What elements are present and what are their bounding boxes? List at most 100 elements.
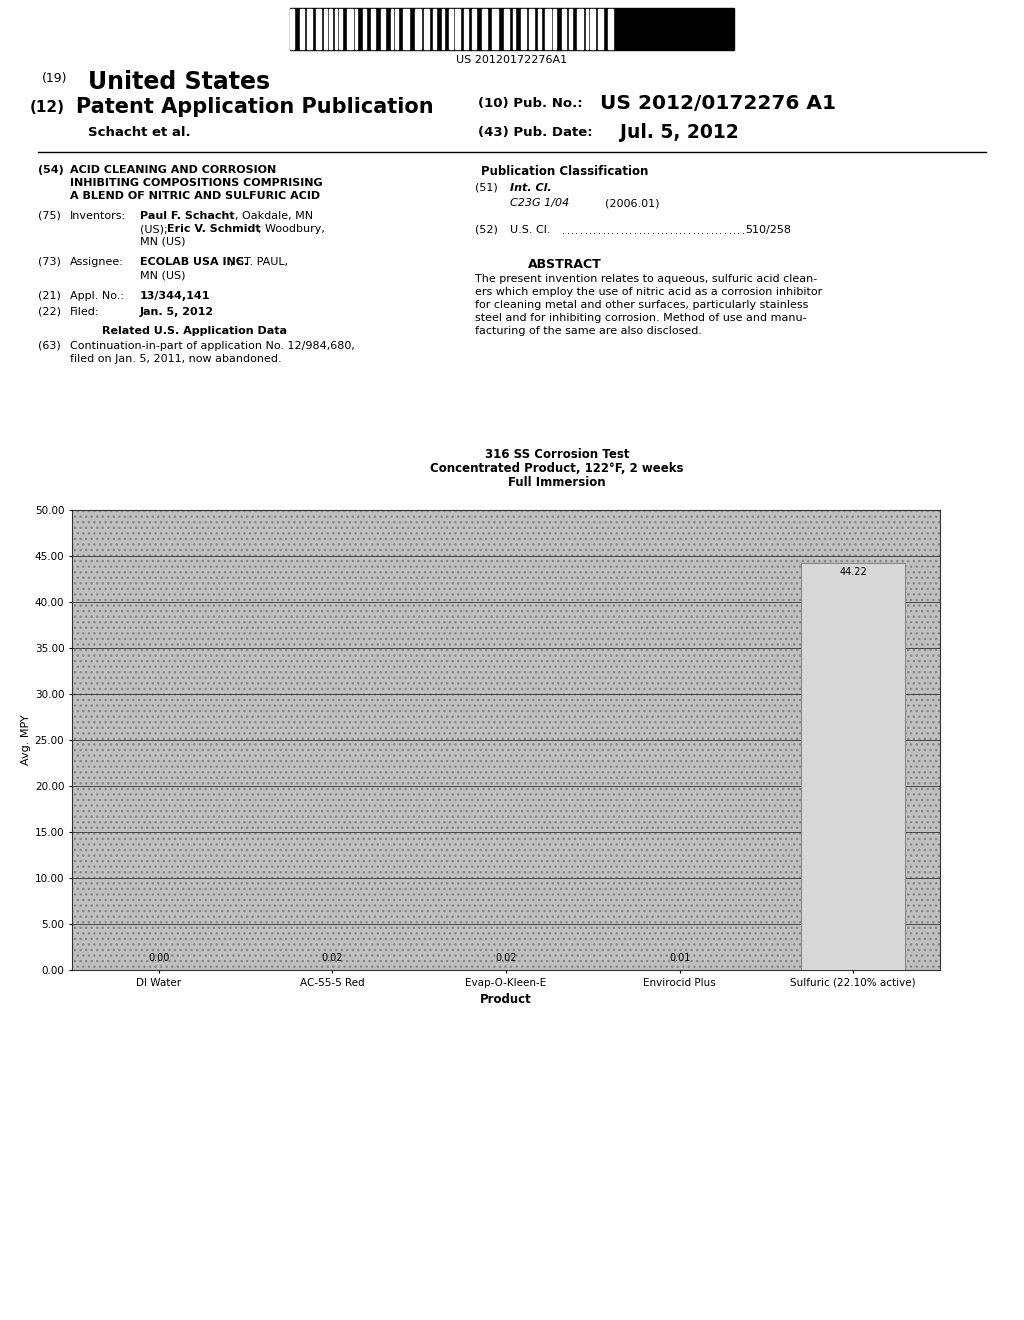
X-axis label: Product: Product — [480, 993, 531, 1006]
Text: ECOLAB USA INC.: ECOLAB USA INC. — [140, 257, 248, 267]
Text: 0.00: 0.00 — [148, 953, 170, 962]
Text: .: . — [742, 226, 745, 236]
Bar — [371, 9, 375, 49]
Text: .: . — [580, 226, 583, 236]
Text: (73): (73) — [38, 257, 60, 267]
Text: .: . — [666, 226, 669, 236]
Text: C23G 1/04: C23G 1/04 — [510, 198, 569, 209]
Bar — [455, 9, 460, 49]
Text: .: . — [733, 226, 736, 236]
Text: .: . — [639, 226, 641, 236]
Text: .: . — [656, 226, 659, 236]
Bar — [391, 9, 393, 49]
Text: .: . — [675, 226, 678, 236]
Text: .: . — [616, 226, 618, 236]
Text: (51): (51) — [475, 183, 498, 193]
Text: .: . — [662, 226, 664, 236]
Text: US 2012/0172276 A1: US 2012/0172276 A1 — [600, 94, 836, 114]
Text: .: . — [643, 226, 646, 236]
Bar — [381, 9, 385, 49]
Bar — [339, 9, 342, 49]
Text: .: . — [670, 226, 673, 236]
Text: Inventors:: Inventors: — [70, 211, 126, 220]
Text: Jan. 5, 2012: Jan. 5, 2012 — [140, 308, 214, 317]
Text: .: . — [652, 226, 655, 236]
Text: .: . — [611, 226, 614, 236]
Text: Continuation-in-part of application No. 12/984,680,: Continuation-in-part of application No. … — [70, 341, 355, 351]
Text: .: . — [589, 226, 592, 236]
Text: (75): (75) — [38, 211, 60, 220]
Text: Related U.S. Application Data: Related U.S. Application Data — [102, 326, 288, 337]
Text: .: . — [562, 226, 565, 236]
Bar — [608, 9, 613, 49]
Text: .: . — [697, 226, 700, 236]
Bar — [300, 9, 304, 49]
Text: United States: United States — [88, 70, 270, 94]
Text: .: . — [706, 226, 709, 236]
Text: .: . — [575, 226, 579, 236]
Bar — [290, 9, 294, 49]
Bar — [324, 9, 327, 49]
Text: Patent Application Publication: Patent Application Publication — [76, 96, 433, 117]
Text: .: . — [634, 226, 637, 236]
Bar — [335, 9, 337, 49]
Bar — [538, 9, 541, 49]
Text: .: . — [679, 226, 682, 236]
Text: for cleaning metal and other surfaces, particularly stainless: for cleaning metal and other surfaces, p… — [475, 300, 808, 310]
Text: (19): (19) — [42, 73, 68, 84]
Text: .: . — [598, 226, 601, 236]
Text: Eric V. Schmidt: Eric V. Schmidt — [167, 224, 261, 234]
Text: Filed:: Filed: — [70, 308, 99, 317]
Text: facturing of the same are also disclosed.: facturing of the same are also disclosed… — [475, 326, 702, 337]
Bar — [355, 9, 357, 49]
Text: filed on Jan. 5, 2011, now abandoned.: filed on Jan. 5, 2011, now abandoned. — [70, 354, 282, 364]
Text: ers which employ the use of nitric acid as a corrosion inhibitor: ers which employ the use of nitric acid … — [475, 286, 822, 297]
Text: 44.22: 44.22 — [840, 568, 867, 577]
Text: .: . — [571, 226, 574, 236]
Text: MN (US): MN (US) — [140, 238, 185, 247]
Text: Assignee:: Assignee: — [70, 257, 124, 267]
Text: (54): (54) — [38, 165, 63, 176]
Text: .: . — [621, 226, 624, 236]
Text: 510/258: 510/258 — [745, 224, 791, 235]
Text: 0.02: 0.02 — [322, 953, 343, 962]
Bar — [569, 9, 572, 49]
Text: .: . — [692, 226, 695, 236]
Bar — [442, 9, 444, 49]
Bar — [415, 9, 421, 49]
Text: ACID CLEANING AND CORROSION: ACID CLEANING AND CORROSION — [70, 165, 276, 176]
Bar — [492, 9, 498, 49]
Text: 13/344,141: 13/344,141 — [140, 290, 211, 301]
Bar — [433, 9, 436, 49]
Text: .: . — [566, 226, 569, 236]
Text: steel and for inhibiting corrosion. Method of use and manu-: steel and for inhibiting corrosion. Meth… — [475, 313, 807, 323]
Bar — [590, 9, 595, 49]
Bar — [395, 9, 398, 49]
Text: , Oakdale, MN: , Oakdale, MN — [234, 211, 313, 220]
Text: 316 SS Corrosion Test: 316 SS Corrosion Test — [485, 447, 630, 461]
Text: .: . — [594, 226, 597, 236]
Text: .: . — [602, 226, 605, 236]
Text: (63): (63) — [38, 341, 60, 351]
Text: 0.01: 0.01 — [669, 953, 690, 962]
Bar — [362, 9, 366, 49]
Text: .: . — [683, 226, 686, 236]
Bar — [521, 9, 526, 49]
Text: US 20120172276A1: US 20120172276A1 — [457, 55, 567, 65]
Text: , ST. PAUL,: , ST. PAUL, — [230, 257, 288, 267]
Text: A BLEND OF NITRIC AND SULFURIC ACID: A BLEND OF NITRIC AND SULFURIC ACID — [70, 191, 321, 201]
Bar — [449, 9, 453, 49]
Text: (10) Pub. No.:: (10) Pub. No.: — [478, 96, 583, 110]
Text: Jul. 5, 2012: Jul. 5, 2012 — [620, 123, 738, 143]
Bar — [529, 9, 534, 49]
Text: (21): (21) — [38, 290, 60, 301]
Text: .: . — [647, 226, 650, 236]
Text: 0.02: 0.02 — [496, 953, 517, 962]
Text: Int. Cl.: Int. Cl. — [510, 183, 552, 193]
Text: (US);: (US); — [140, 224, 171, 234]
Text: (52): (52) — [475, 224, 498, 235]
Text: .: . — [585, 226, 588, 236]
Text: .: . — [688, 226, 691, 236]
Text: .: . — [630, 226, 633, 236]
Text: .: . — [607, 226, 610, 236]
